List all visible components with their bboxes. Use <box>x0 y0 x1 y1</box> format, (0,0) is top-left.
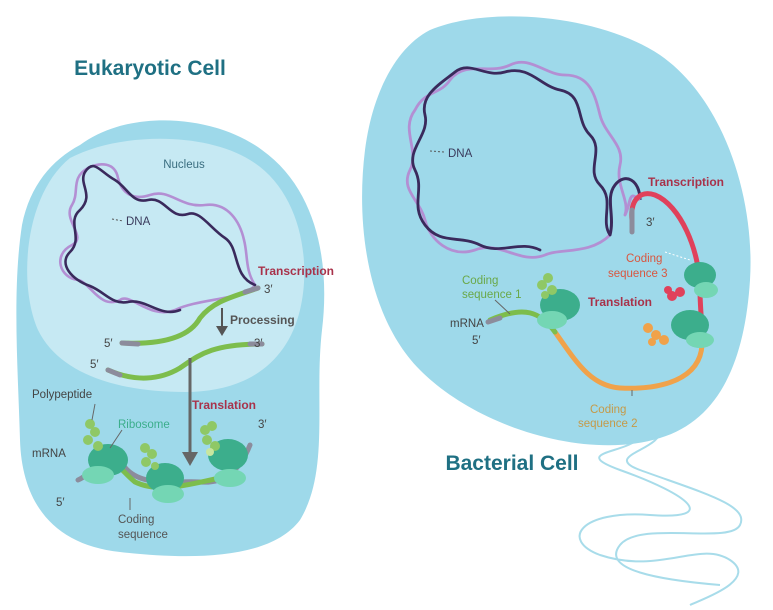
bacterial-polypeptide-1 <box>537 273 557 299</box>
bacterial-cell: Bacterial Cell DNA Transcription 3′ Codi… <box>362 16 751 606</box>
bacterial-cell-body <box>362 16 751 446</box>
ribosome-label: Ribosome <box>118 419 170 431</box>
prime5-a: 5′ <box>104 338 113 350</box>
eukaryotic-dna <box>59 163 257 314</box>
prime5-b: 5′ <box>90 359 99 371</box>
processing-label: Processing <box>230 313 295 327</box>
coding-sequence-line1: Coding <box>118 514 154 526</box>
pre-mrna <box>119 285 261 346</box>
coding-sequence3-line1: Coding <box>626 253 662 265</box>
coding-sequence-line2: sequence <box>118 529 168 541</box>
bacterial-ribosome-1 <box>537 289 580 329</box>
eukaryotic-cell: Eukaryotic Cell Nucleus DNA Transcriptio… <box>16 57 334 557</box>
coding-sequence1-line1: Coding <box>462 275 498 287</box>
eukaryotic-dna-label: DNA <box>126 216 151 228</box>
mature-mrna <box>105 341 265 381</box>
coding-sequence1-line2: sequence 1 <box>462 289 521 301</box>
coding-sequence2-line1: Coding <box>590 404 626 416</box>
eukaryotic-title: Eukaryotic Cell <box>74 57 226 80</box>
nucleus-label: Nucleus <box>163 159 205 171</box>
bacterial-mrna-orange <box>552 329 705 391</box>
nucleus <box>27 138 305 392</box>
bacterial-ribosome-2 <box>684 262 718 298</box>
polypeptide-1 <box>83 419 103 451</box>
bacterial-polypeptide-orange <box>643 323 669 346</box>
ribosome-1 <box>82 444 128 484</box>
flagellum <box>578 427 740 606</box>
eukaryotic-translation-label: Translation <box>192 398 256 412</box>
prime5-c: 5′ <box>56 497 65 509</box>
bacterial-transcription-label: Transcription <box>648 175 724 189</box>
prime3-c: 3′ <box>258 419 267 431</box>
bacterial-prime5: 5′ <box>472 335 481 347</box>
eukaryotic-mrna-label: mRNA <box>32 448 66 460</box>
polypeptide-2 <box>140 443 159 470</box>
bacterial-ribosome-3 <box>671 310 714 348</box>
bacterial-prime3: 3′ <box>646 217 655 229</box>
prime3-b: 3′ <box>254 338 263 350</box>
prime3-a: 3′ <box>264 284 273 296</box>
bacterial-translation-label: Translation <box>588 295 652 309</box>
eukaryotic-transcription-label: Transcription <box>258 264 334 278</box>
bacterial-polypeptide-red <box>664 286 685 301</box>
polypeptide-3 <box>200 421 220 456</box>
coding-sequence3-line2: sequence 3 <box>608 268 667 280</box>
bacterial-dna <box>405 60 628 259</box>
bacterial-title: Bacterial Cell <box>445 452 578 475</box>
polypeptide-label: Polypeptide <box>32 389 92 401</box>
ribosome-2 <box>146 463 184 503</box>
bacterial-dna-label: DNA <box>448 148 473 160</box>
bacterial-mrna-label: mRNA <box>450 318 484 330</box>
coding-sequence2-line2: sequence 2 <box>578 418 637 430</box>
